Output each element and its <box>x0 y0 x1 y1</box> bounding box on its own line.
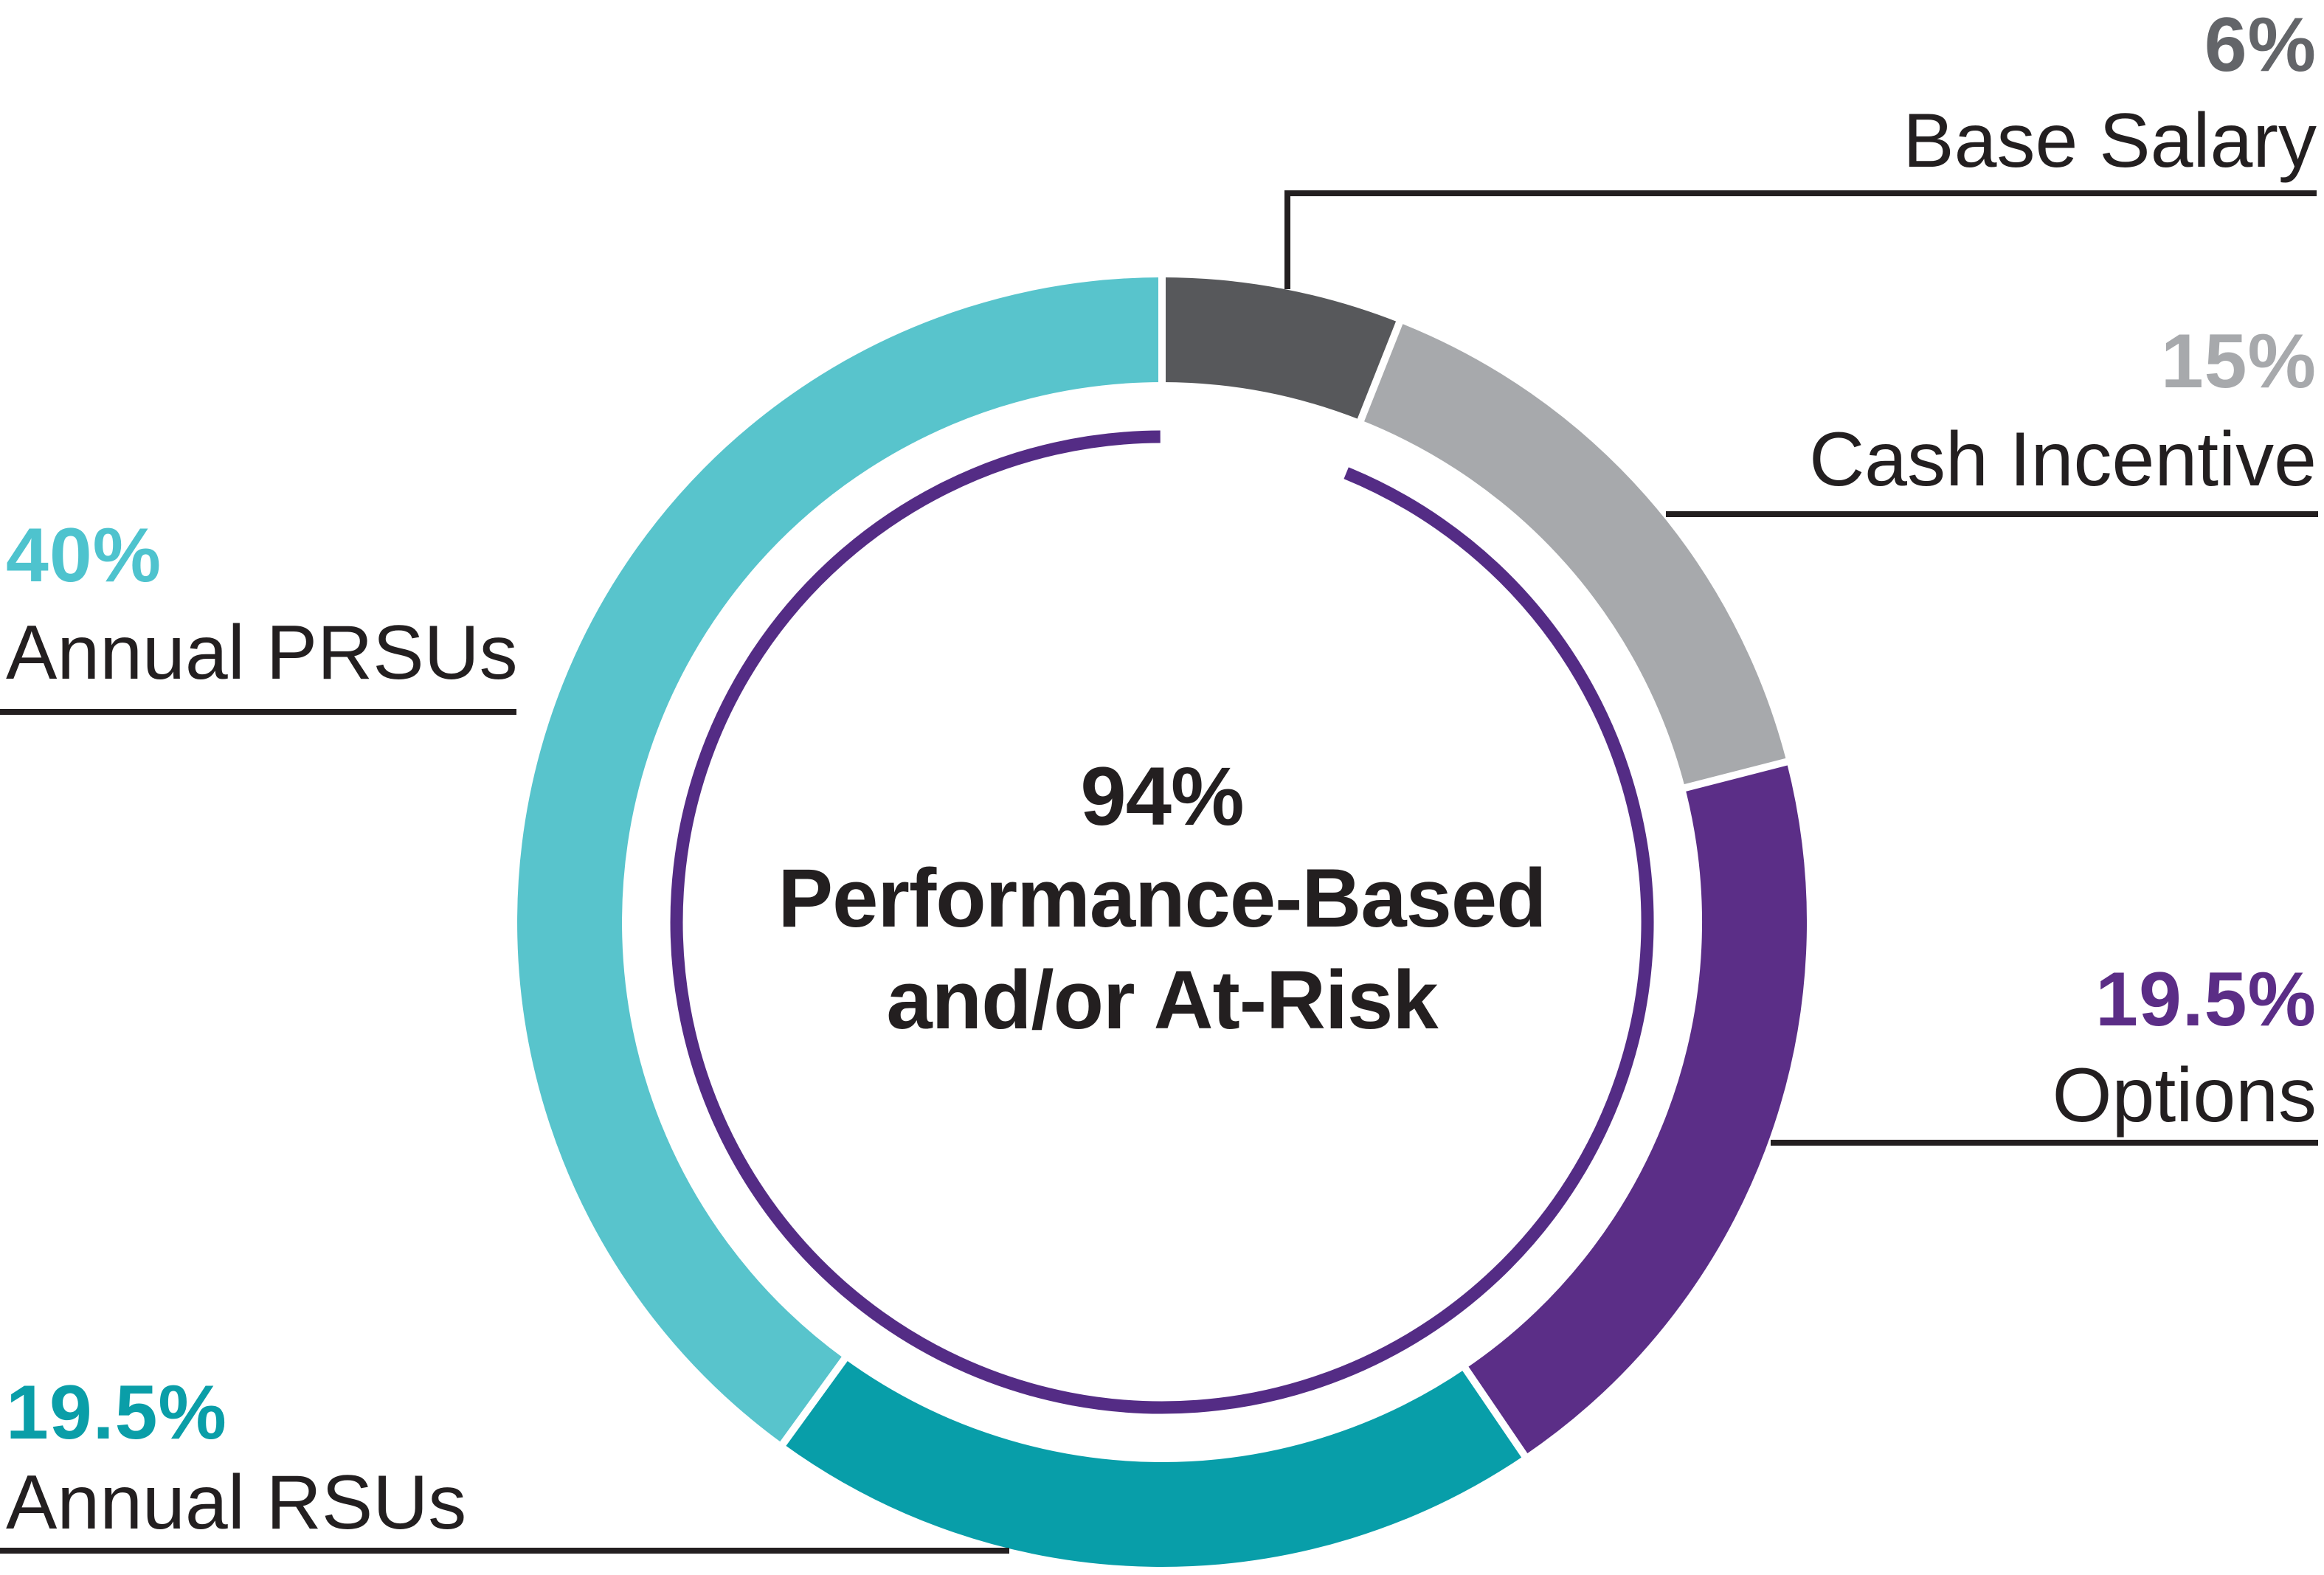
name-label-base-salary: Base Salary <box>1903 98 2317 184</box>
segment-base-salary <box>1161 277 1400 420</box>
center-label-line-3: and/or At-Risk <box>886 954 1439 1046</box>
value-label-cash-incentive: 15% <box>2161 319 2317 404</box>
donut-segments <box>517 277 1807 1567</box>
leader-line-base-salary <box>1284 190 2317 289</box>
center-label: 94% Performance-Based and/or At-Risk <box>778 750 1546 1046</box>
value-label-annual-prsus: 40% <box>6 513 162 598</box>
segment-options <box>1465 761 1807 1455</box>
segment-gap <box>1355 316 1405 427</box>
name-label-annual-rsus: Annual RSUs <box>6 1460 466 1545</box>
name-label-options: Options <box>2052 1053 2317 1138</box>
segment-gap <box>1459 1361 1531 1463</box>
value-label-base-salary: 6% <box>2204 2 2317 88</box>
segment-gap <box>1678 756 1794 793</box>
center-label-line-2: Performance-Based <box>778 852 1546 944</box>
segment-cash-incentive <box>1360 322 1787 789</box>
center-label-line-1: 94% <box>1080 750 1243 842</box>
segment-gap <box>776 1351 851 1451</box>
name-label-cash-incentive: Cash Incentive <box>1809 417 2317 502</box>
value-label-options: 19.5% <box>2095 957 2317 1042</box>
value-label-annual-rsus: 19.5% <box>6 1370 227 1455</box>
segment-gap-lines <box>776 271 1794 1463</box>
segment-annual-rsus <box>783 1359 1525 1567</box>
segment-annual-prsus <box>517 277 1163 1444</box>
inner-ring-94-percent <box>670 430 1654 1414</box>
name-label-annual-prsus: Annual PRSUs <box>6 610 518 696</box>
